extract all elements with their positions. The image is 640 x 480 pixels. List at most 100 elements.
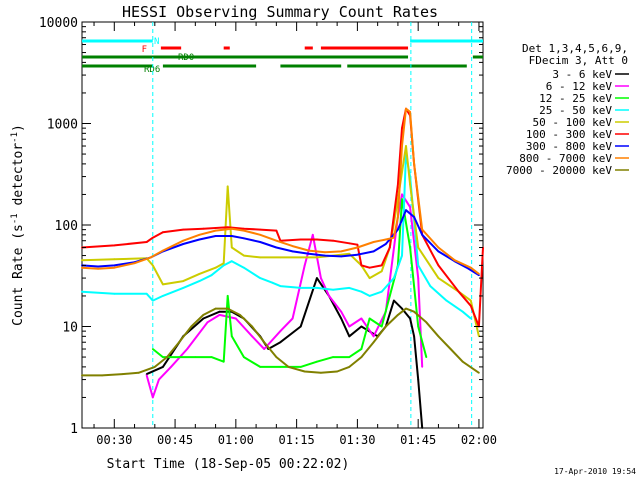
data-point (417, 277, 420, 279)
data-point (97, 265, 99, 268)
data-point (360, 356, 363, 358)
data-point (465, 266, 468, 269)
data-point (469, 304, 472, 307)
data-point (332, 239, 334, 242)
data-point (279, 330, 282, 332)
data-point (222, 360, 225, 363)
data-point (182, 243, 185, 245)
data-point (275, 239, 278, 242)
data-point (372, 335, 375, 338)
flag-label-rd0: RD0 (178, 53, 194, 63)
y-tick-label: 10 (62, 321, 78, 336)
data-point (263, 348, 266, 350)
data-point (372, 341, 375, 344)
data-point (113, 292, 116, 295)
data-point (320, 371, 322, 374)
data-point (328, 295, 330, 297)
data-point (243, 237, 245, 240)
legend-entry-label: 12 - 25 keV (539, 92, 612, 105)
data-point (279, 256, 282, 259)
data-point (360, 290, 363, 293)
data-point (401, 145, 403, 147)
data-point (401, 193, 403, 196)
data-point (340, 317, 343, 320)
data-point (348, 242, 351, 245)
data-point (271, 281, 274, 284)
data-point (291, 317, 294, 320)
data-point (397, 314, 399, 316)
data-point (360, 264, 363, 267)
legend-entry-label: 3 - 6 keV (552, 68, 612, 81)
data-point (182, 287, 185, 289)
flag-label-rd6: RD6 (144, 65, 160, 75)
data-point (368, 295, 371, 297)
data-point (186, 348, 189, 350)
data-point (397, 228, 399, 231)
data-point (393, 236, 395, 239)
data-point (311, 233, 314, 236)
data-point (259, 366, 262, 368)
data-point (449, 348, 452, 350)
data-point (299, 325, 302, 328)
data-point (397, 216, 399, 218)
data-point (230, 335, 233, 338)
data-point (429, 285, 432, 287)
data-point (372, 241, 375, 243)
data-point (380, 325, 383, 328)
series-lines (81, 107, 484, 429)
data-point (307, 249, 310, 252)
data-point (340, 310, 343, 313)
data-point (149, 256, 152, 259)
data-point (137, 371, 140, 374)
flag-label-n: N (154, 37, 159, 47)
legend-entry-label: 100 - 300 keV (526, 128, 612, 141)
data-point (259, 228, 262, 231)
data-point (413, 310, 415, 313)
data-point (380, 264, 383, 267)
data-point (356, 246, 359, 249)
data-point (320, 277, 322, 279)
data-point (151, 348, 154, 350)
flag-label-f: F (142, 45, 147, 55)
data-point (251, 335, 254, 338)
legend-entry-label: 800 - 7000 keV (519, 152, 612, 165)
data-point (178, 341, 181, 344)
legend: Det 1,3,4,5,6,9,FDecim 3, Att 03 - 6 keV… (506, 42, 629, 177)
data-point (151, 299, 154, 302)
data-point (182, 239, 185, 242)
data-point (259, 256, 262, 259)
data-point (348, 252, 351, 255)
data-point (251, 325, 254, 328)
data-point (368, 266, 371, 269)
data-point (210, 274, 213, 277)
data-point (409, 111, 411, 113)
data-point (162, 356, 164, 358)
data-point (198, 280, 201, 282)
data-point (259, 277, 262, 279)
data-point (113, 264, 116, 267)
data-point (218, 310, 221, 313)
data-point (413, 216, 415, 218)
data-point (360, 348, 363, 350)
data-point (299, 238, 302, 241)
data-point (413, 335, 415, 338)
data-point (145, 241, 148, 243)
data-point (198, 273, 201, 275)
data-point (198, 233, 201, 236)
x-tick-label: 02:00 (461, 433, 497, 447)
legend-entry-label: 7000 - 20000 keV (506, 164, 612, 177)
data-point (230, 235, 233, 237)
data-point (234, 317, 237, 320)
data-point (299, 287, 302, 289)
data-point (162, 283, 164, 286)
data-point (417, 325, 420, 328)
data-point (299, 366, 302, 368)
data-point (405, 145, 407, 147)
data-point (162, 366, 164, 368)
axes: 00:30 00:45 01:00 01:15 01:30 01:45 02:00 1 10 10… (39, 16, 497, 447)
data-point (393, 299, 395, 302)
data-point (380, 290, 383, 293)
data-point (226, 295, 229, 297)
data-point (151, 236, 154, 239)
series-line (81, 145, 480, 337)
